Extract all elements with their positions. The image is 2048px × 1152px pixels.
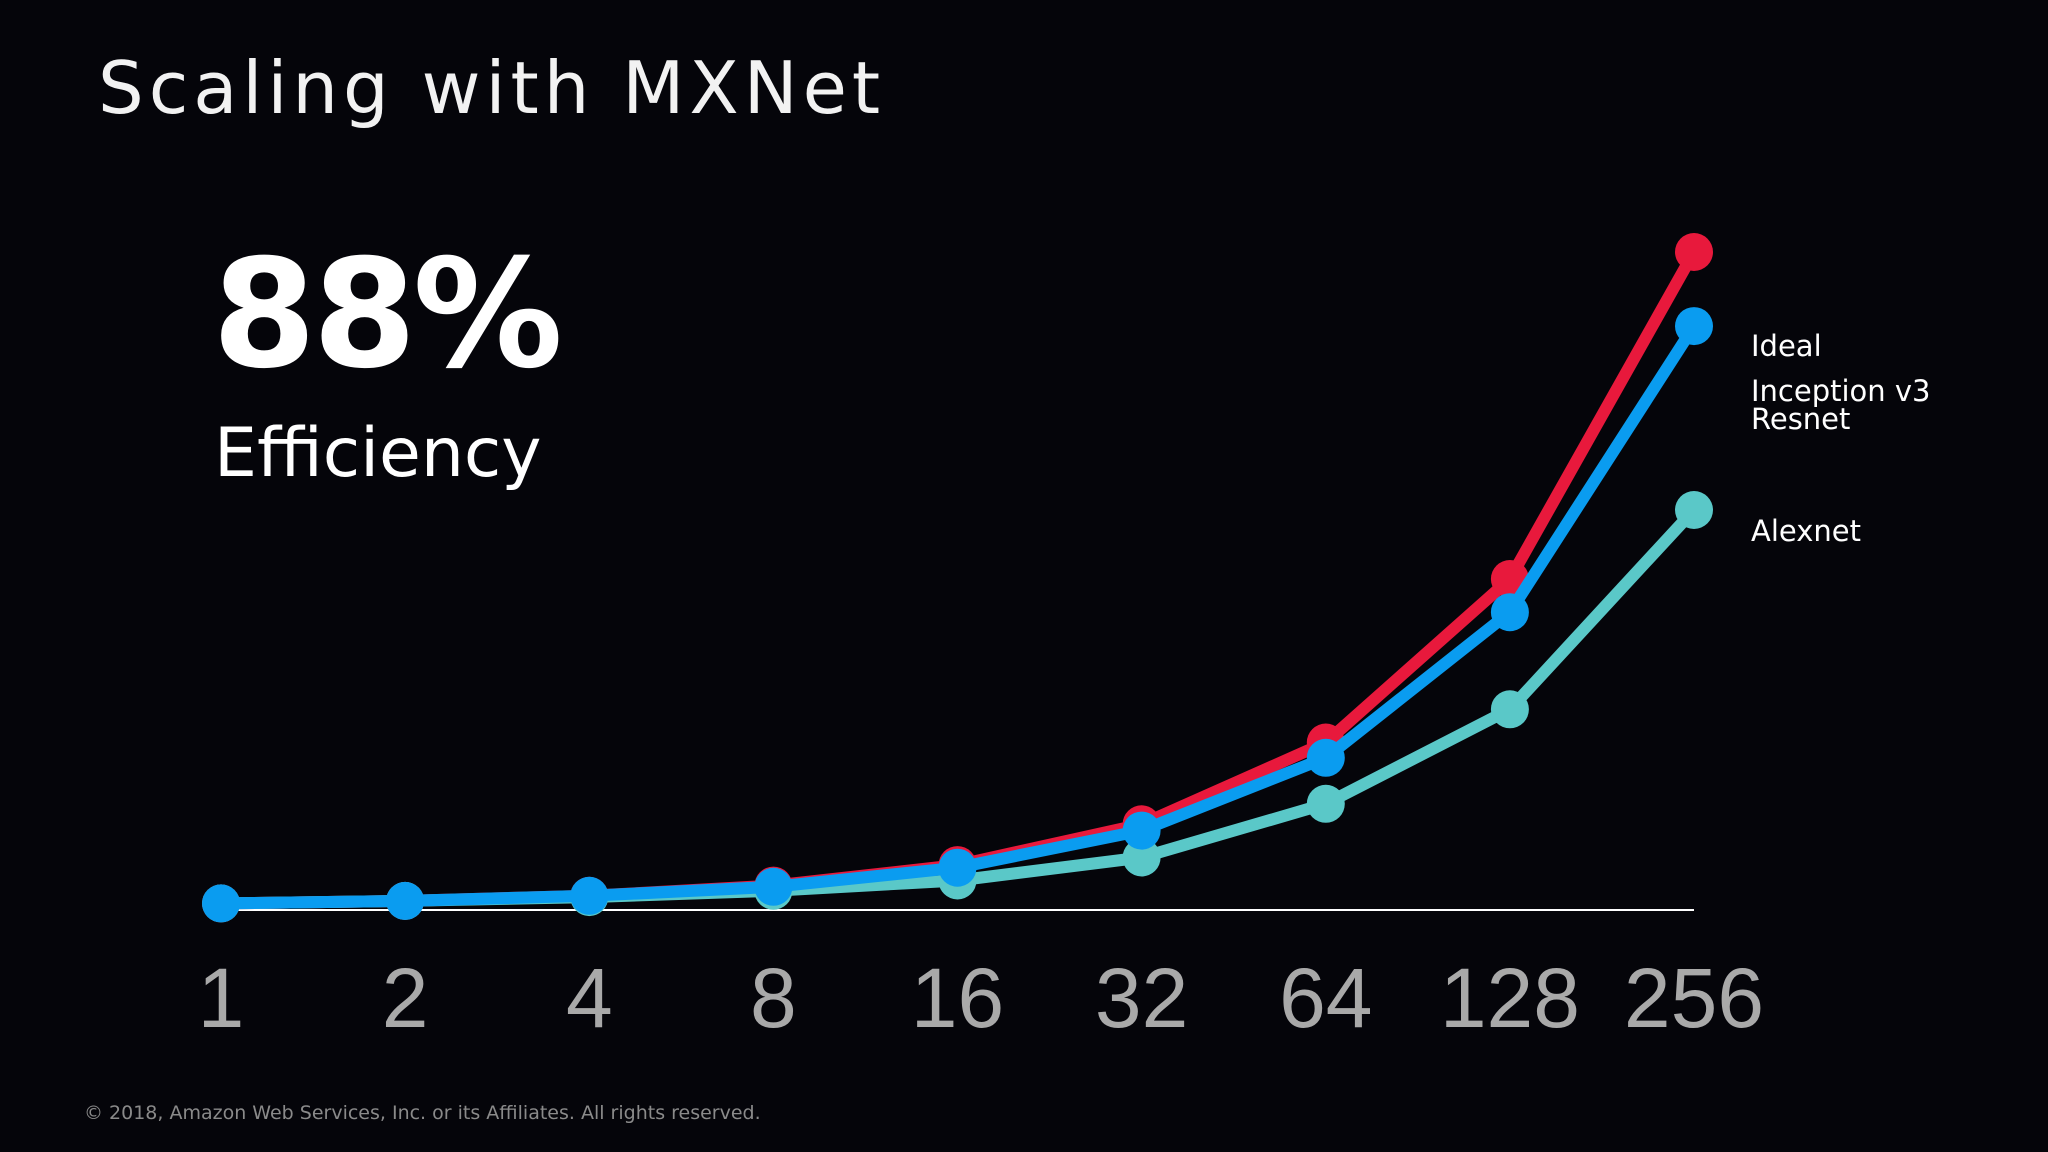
data-point-ideal-256 (1675, 233, 1713, 271)
x-tick-label-256: 256 (1624, 951, 1764, 1045)
efficiency-label: Efficiency (214, 414, 542, 493)
data-point-inception-v3-resnet-32 (1122, 811, 1161, 850)
series-labels: Ideal Alexnet Inception v3 Resnet (1751, 329, 1931, 548)
data-point-alexnet-64 (1306, 784, 1345, 823)
x-tick-label-1: 1 (198, 951, 245, 1045)
series-label-inception-v3-resnet: Inception v3 Resnet (1751, 374, 1931, 436)
efficiency-value: 88% (212, 228, 563, 402)
data-point-inception-v3-resnet-8 (754, 867, 793, 906)
data-point-alexnet-128 (1490, 690, 1529, 729)
x-tick-label-2: 2 (382, 951, 429, 1045)
series-inception-v3-resnet (202, 307, 1713, 923)
data-point-inception-v3-resnet-16 (938, 848, 977, 887)
data-point-alexnet-32 (1122, 838, 1161, 877)
data-point-inception-v3-resnet-128 (1490, 593, 1529, 632)
data-point-inception-v3-resnet-256 (1675, 307, 1713, 346)
series-label-alexnet: Alexnet (1751, 514, 1861, 548)
x-tick-labels: 1 2 4 8 16 32 64 128 256 (198, 951, 1764, 1045)
copyright-footer: © 2018, Amazon Web Services, Inc. or its… (84, 1102, 761, 1124)
data-point-inception-v3-resnet-1 (202, 884, 240, 923)
x-tick-label-16: 16 (911, 951, 1004, 1045)
data-point-inception-v3-resnet-64 (1306, 738, 1345, 777)
data-point-inception-v3-resnet-2 (386, 881, 425, 920)
series-line-alexnet (215, 504, 1700, 910)
series-layer (202, 233, 1713, 923)
x-tick-label-64: 64 (1279, 951, 1372, 1045)
data-point-alexnet-256 (1675, 491, 1713, 529)
series-line-ideal (215, 246, 1700, 910)
x-tick-label-4: 4 (566, 951, 613, 1045)
series-label-ideal: Ideal (1751, 329, 1822, 363)
slide-title: Scaling with MXNet (98, 46, 886, 130)
x-tick-label-8: 8 (750, 951, 797, 1045)
x-tick-label-32: 32 (1095, 951, 1188, 1045)
x-tick-label-128: 128 (1440, 951, 1580, 1045)
data-point-inception-v3-resnet-4 (570, 876, 609, 915)
series-ideal (202, 233, 1713, 923)
